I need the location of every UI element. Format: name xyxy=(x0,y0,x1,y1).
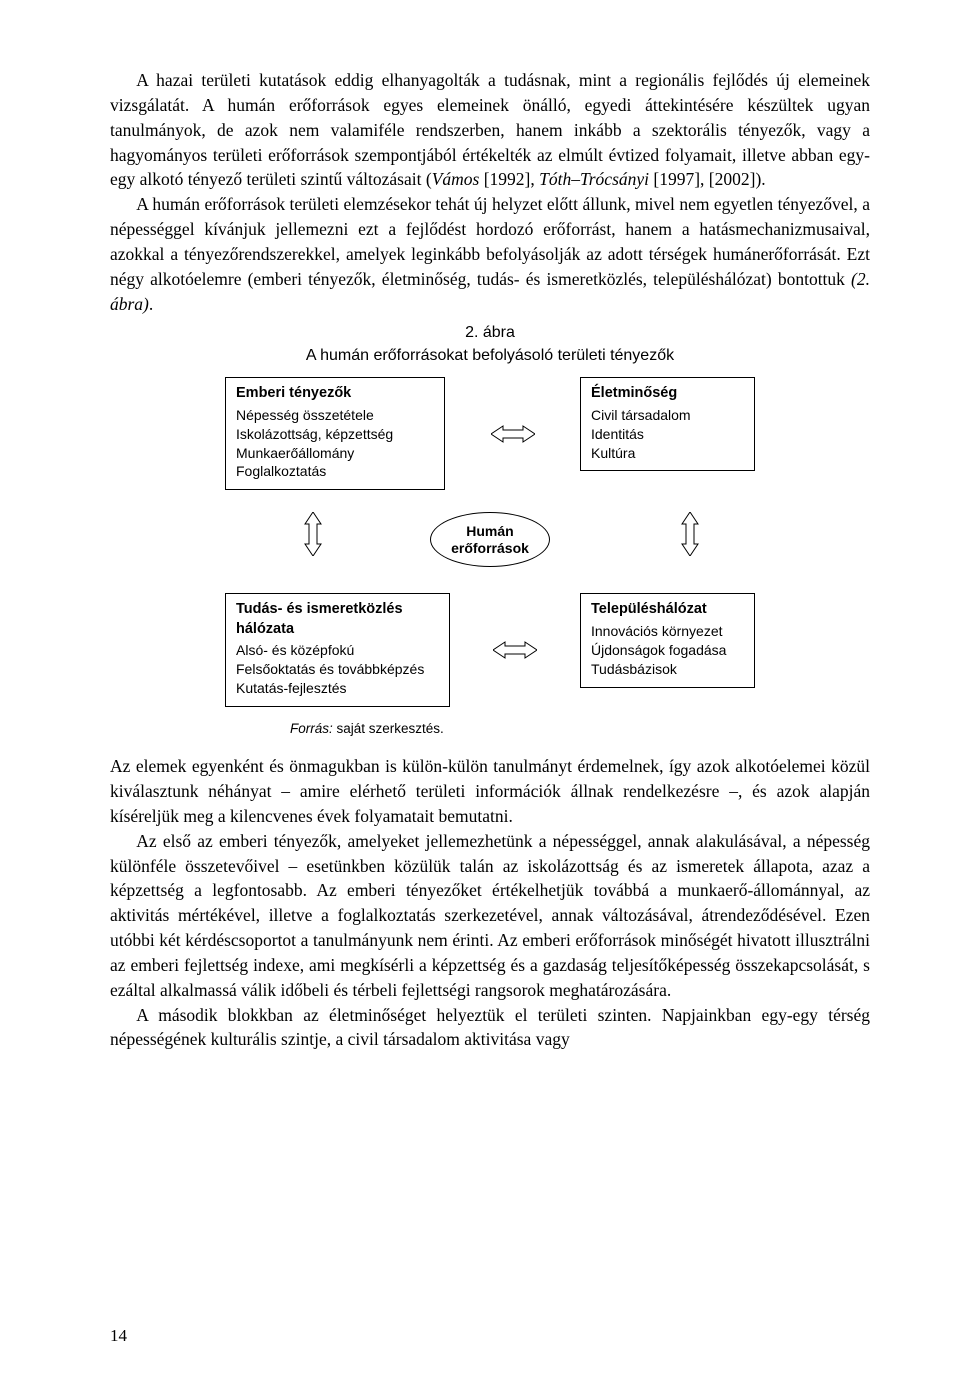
node-top-left-l0: Népesség összetétele xyxy=(236,406,434,425)
paragraph-3: Az elemek egyenként és önmagukban is kül… xyxy=(110,754,870,829)
paragraph-4: Az első az emberi tényezők, amelyeket je… xyxy=(110,829,870,1003)
node-bottom-right-l1: Újdonságok fogadása xyxy=(591,641,744,660)
p2-text: A humán erőforrások területi elemzésekor… xyxy=(110,194,870,289)
node-top-right-title: Életminőség xyxy=(591,384,744,404)
center-l2: erőforrások xyxy=(451,540,529,556)
node-bottom-left-title-l1: Tudás- és ismeretközlés xyxy=(236,600,439,620)
node-bottom-left-l0: Alsó- és középfokú xyxy=(236,641,439,660)
source-label: Forrás: xyxy=(290,721,333,736)
node-bottom-right-l0: Innovációs környezet xyxy=(591,622,744,641)
node-bottom-left: Tudás- és ismeretközlés hálózata Alsó- é… xyxy=(225,593,450,707)
double-arrow-icon xyxy=(303,512,323,556)
node-top-left-l1: Iskolázottság, képzettség xyxy=(236,425,434,444)
node-top-left-l3: Foglalkoztatás xyxy=(236,462,434,481)
node-top-left-l2: Munkaerőállomány xyxy=(236,444,434,463)
node-center: Humán erőforrások xyxy=(430,512,550,567)
node-bottom-right-l2: Tudásbázisok xyxy=(591,660,744,679)
diagram-center-row: Humán erőforrások xyxy=(225,504,755,579)
figure-title: A humán erőforrásokat befolyásoló terüle… xyxy=(110,345,870,367)
source-text: saját szerkesztés. xyxy=(333,721,444,736)
paragraph-1: A hazai területi kutatások eddig elhanya… xyxy=(110,68,870,192)
node-bottom-right-title: Településhálózat xyxy=(591,600,744,620)
paragraph-5: A második blokkban az életminőséget hely… xyxy=(110,1003,870,1053)
body-text-block-2: Az elemek egyenként és önmagukban is kül… xyxy=(110,754,870,1052)
node-top-right: Életminőség Civil társadalom Identitás K… xyxy=(580,377,755,471)
arrow-vertical-left xyxy=(303,512,323,561)
p1-mid2: [1997], [2002]). xyxy=(649,169,766,189)
node-bottom-left-title-l2: hálózata xyxy=(236,620,439,640)
p2-end: . xyxy=(149,294,153,314)
node-top-right-l0: Civil társadalom xyxy=(591,406,744,425)
p1-cite2: Tóth–Trócsányi xyxy=(539,169,649,189)
node-top-right-l2: Kultúra xyxy=(591,444,744,463)
figure-caption: 2. ábra A humán erőforrásokat befolyásol… xyxy=(110,322,870,367)
body-text-block-1: A hazai területi kutatások eddig elhanya… xyxy=(110,68,870,316)
double-arrow-icon xyxy=(491,424,535,444)
arrow-bottom-horizontal xyxy=(493,640,537,660)
p1-cite1: Vámos xyxy=(432,169,480,189)
node-top-left: Emberi tényezők Népesség összetétele Isk… xyxy=(225,377,445,490)
p1-mid1: [1992], xyxy=(479,169,539,189)
node-bottom-left-l2: Kutatás-fejlesztés xyxy=(236,679,439,698)
figure-source: Forrás: saját szerkesztés. xyxy=(110,721,870,736)
node-top-right-l1: Identitás xyxy=(591,425,744,444)
figure-number: 2. ábra xyxy=(110,322,870,344)
diagram-bottom-row: Tudás- és ismeretközlés hálózata Alsó- é… xyxy=(225,593,755,707)
page-number: 14 xyxy=(110,1326,127,1346)
figure-diagram: Emberi tényezők Népesség összetétele Isk… xyxy=(225,377,755,707)
diagram-top-row: Emberi tényezők Népesség összetétele Isk… xyxy=(225,377,755,490)
arrow-top-horizontal xyxy=(491,424,535,444)
paragraph-2: A humán erőforrások területi elemzésekor… xyxy=(110,192,870,316)
double-arrow-icon xyxy=(680,512,700,556)
node-top-left-title: Emberi tényezők xyxy=(236,384,434,404)
node-bottom-right: Településhálózat Innovációs környezet Új… xyxy=(580,593,755,687)
node-bottom-left-l1: Felsőoktatás és továbbképzés xyxy=(236,660,439,679)
center-l1: Humán xyxy=(466,523,513,539)
arrow-vertical-right xyxy=(680,512,700,561)
double-arrow-icon xyxy=(493,640,537,660)
